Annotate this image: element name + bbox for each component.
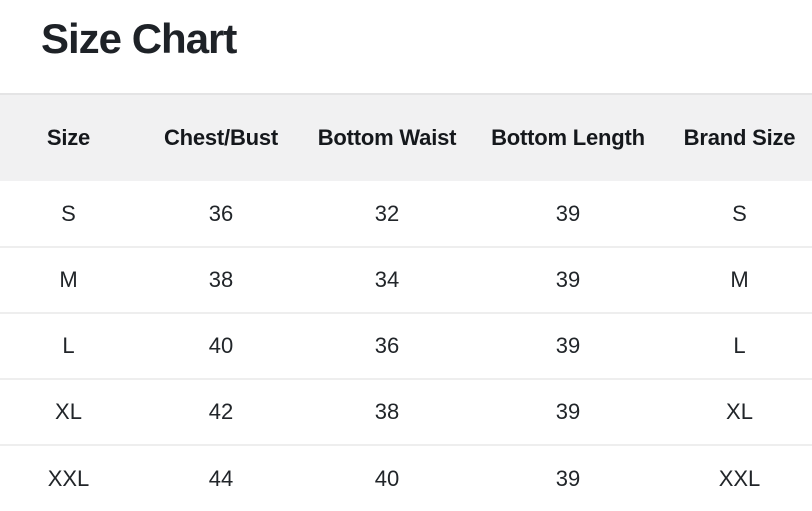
cell-bottom-length: 39 xyxy=(469,181,667,247)
cell-brand-size: XL xyxy=(667,378,812,445)
cell-bottom-length: 39 xyxy=(469,246,667,313)
cell-chest-bust: 40 xyxy=(137,312,305,379)
cell-bottom-waist: 34 xyxy=(305,246,469,313)
column-header-chest-bust: Chest/Bust xyxy=(137,93,305,181)
cell-bottom-waist: 32 xyxy=(305,181,469,247)
cell-bottom-length: 39 xyxy=(469,444,667,511)
cell-chest-bust: 42 xyxy=(137,378,305,445)
column-header-size: Size xyxy=(0,93,137,181)
cell-size: XL xyxy=(0,378,137,445)
cell-size: XXL xyxy=(0,444,137,511)
cell-size: M xyxy=(0,246,137,313)
cell-bottom-waist: 38 xyxy=(305,378,469,445)
cell-brand-size: XXL xyxy=(667,444,812,511)
cell-chest-bust: 36 xyxy=(137,181,305,247)
column-header-brand-size: Brand Size xyxy=(667,93,812,181)
table-row-s: S 36 32 39 S xyxy=(0,181,812,247)
table-row-m: M 38 34 39 M xyxy=(0,246,812,313)
cell-bottom-length: 39 xyxy=(469,378,667,445)
size-chart-table: Size Chest/Bust Bottom Waist Bottom Leng… xyxy=(0,93,812,511)
cell-size: S xyxy=(0,181,137,247)
cell-bottom-waist: 40 xyxy=(305,444,469,511)
page-title: Size Chart xyxy=(41,15,237,62)
table-row-xl: XL 42 38 39 XL xyxy=(0,378,812,445)
column-header-bottom-waist: Bottom Waist xyxy=(305,93,469,181)
cell-bottom-length: 39 xyxy=(469,312,667,379)
column-header-bottom-length: Bottom Length xyxy=(469,93,667,181)
table-row-l: L 40 36 39 L xyxy=(0,312,812,379)
cell-chest-bust: 44 xyxy=(137,444,305,511)
table-header-row: Size Chest/Bust Bottom Waist Bottom Leng… xyxy=(0,93,812,181)
cell-size: L xyxy=(0,312,137,379)
cell-brand-size: M xyxy=(667,246,812,313)
table-row-xxl: XXL 44 40 39 XXL xyxy=(0,444,812,511)
cell-brand-size: S xyxy=(667,181,812,247)
cell-brand-size: L xyxy=(667,312,812,379)
cell-chest-bust: 38 xyxy=(137,246,305,313)
cell-bottom-waist: 36 xyxy=(305,312,469,379)
